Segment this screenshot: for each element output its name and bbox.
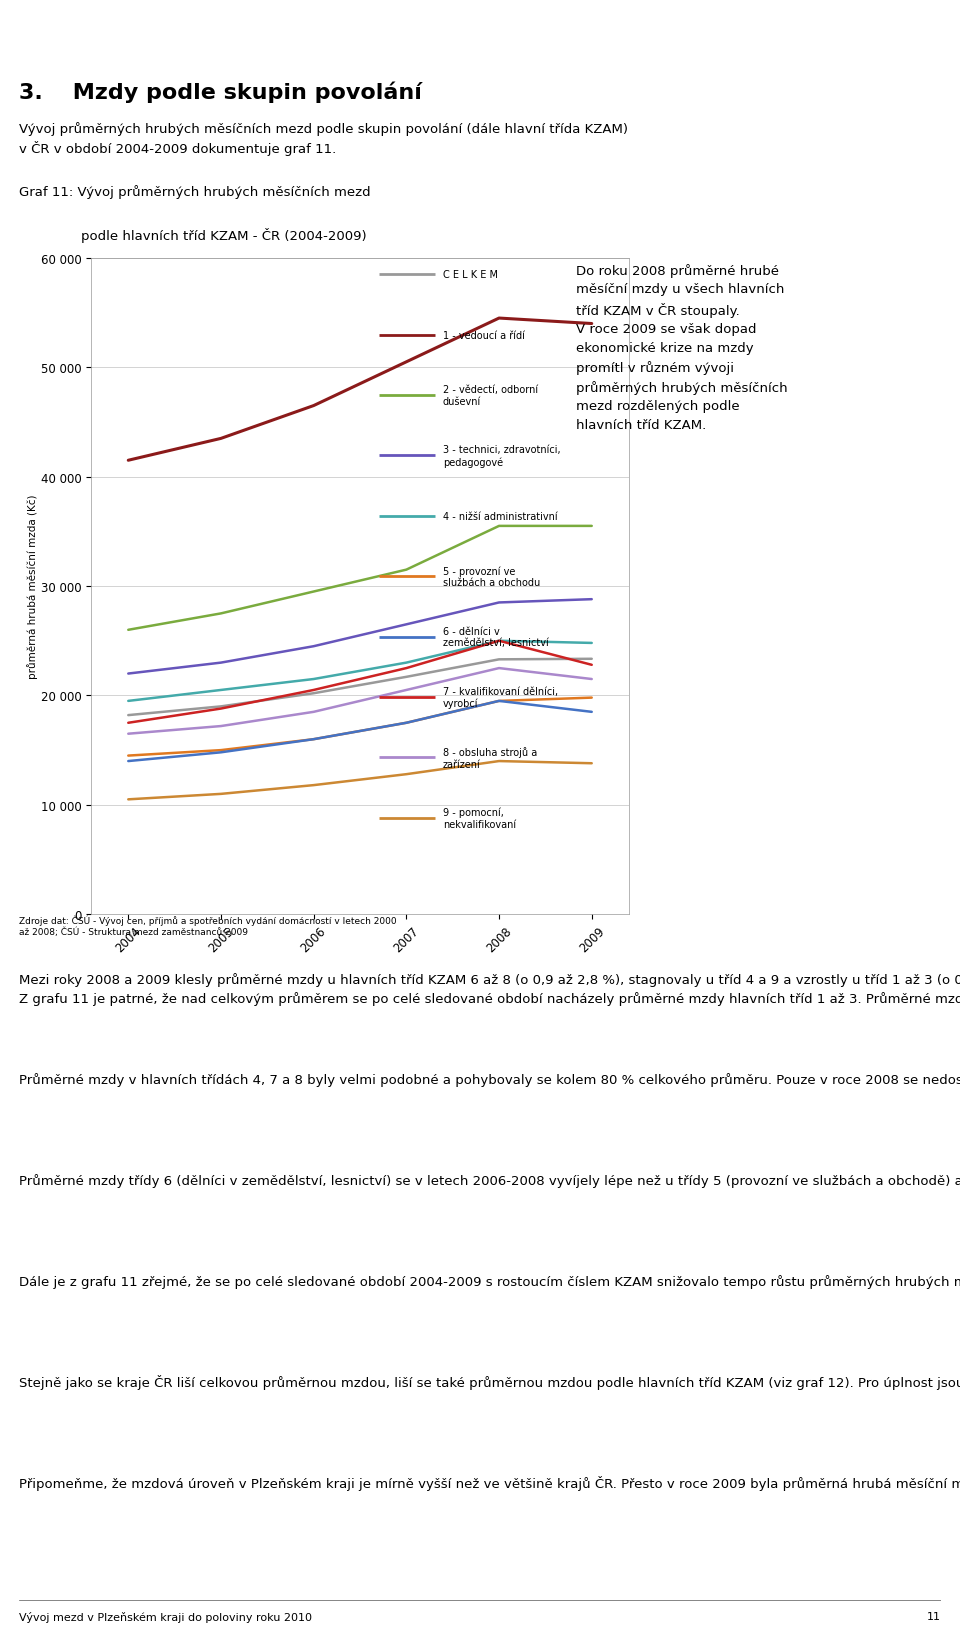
Text: SPRÁVNÁ VOLBA - podpora kariérového poradenství na školách v Plzeňském kraji: SPRÁVNÁ VOLBA - podpora kariérového pora… — [10, 23, 490, 36]
Text: Dále je z grafu 11 zřejmé, že se po celé sledované období 2004-2009 s rostoucím : Dále je z grafu 11 zřejmé, že se po celé… — [19, 1274, 960, 1287]
Text: podle hlavních tříd KZAM - ČR (2004-2009): podle hlavních tříd KZAM - ČR (2004-2009… — [82, 227, 367, 242]
Text: 3 - technici, zdravotníci,
pedagogové: 3 - technici, zdravotníci, pedagogové — [443, 445, 561, 468]
Text: Mezi roky 2008 a 2009 klesly průměrné mzdy u hlavních tříd KZAM 6 až 8 (o 0,9 až: Mezi roky 2008 a 2009 klesly průměrné mz… — [19, 972, 960, 1005]
Text: 4 - nižší administrativní: 4 - nižší administrativní — [443, 511, 558, 521]
Text: C E L K E M: C E L K E M — [443, 270, 498, 280]
Text: 5 - provozní ve
službách a obchodu: 5 - provozní ve službách a obchodu — [443, 565, 540, 588]
Text: 9 - pomocní,
nekvalifikovaní: 9 - pomocní, nekvalifikovaní — [443, 808, 516, 829]
Text: Stejně jako se kraje ČR liší celkovou průměrnou mzdou, liší se také průměrnou mz: Stejně jako se kraje ČR liší celkovou pr… — [19, 1374, 960, 1389]
Text: 2 - vědectí, odborní
duševní: 2 - vědectí, odborní duševní — [443, 386, 538, 407]
Text: Vývoj průměrných hrubých měsíčních mezd podle skupin povolání (dále hlavní třída: Vývoj průměrných hrubých měsíčních mezd … — [19, 122, 628, 155]
Text: 11: 11 — [926, 1612, 941, 1622]
Text: Do roku 2008 průměrné hrubé
měsíční mzdy u všech hlavních
tříd KZAM v ČR stoupal: Do roku 2008 průměrné hrubé měsíční mzdy… — [576, 264, 787, 432]
Text: Připomeňme, že mzdová úroveň v Plzeňském kraji je mírně vyšší než ve většině kra: Připomeňme, že mzdová úroveň v Plzeňském… — [19, 1475, 960, 1490]
Text: Zdroje dat: ČSÚ - Vývoj cen, příjmů a spotřebních vydání domácností v letech 200: Zdroje dat: ČSÚ - Vývoj cen, příjmů a sp… — [19, 915, 396, 936]
Text: 3.  Mzdy podle skupin povolání: 3. Mzdy podle skupin povolání — [19, 81, 422, 104]
Text: Průměrné mzdy v hlavních třídách 4, 7 a 8 byly velmi podobné a pohybovaly se kol: Průměrné mzdy v hlavních třídách 4, 7 a … — [19, 1073, 960, 1086]
Y-axis label: průměrná hrubá měsíční mzda (Kč): průměrná hrubá měsíční mzda (Kč) — [27, 494, 38, 679]
Text: 8 - obsluha strojů a
zařízení: 8 - obsluha strojů a zařízení — [443, 747, 537, 770]
Text: Graf 11: Vývoj průměrných hrubých měsíčních mezd: Graf 11: Vývoj průměrných hrubých měsíčn… — [19, 185, 371, 198]
Text: Průměrné mzdy třídy 6 (dělníci v zemědělství, lesnictví) se v letech 2006-2008 v: Průměrné mzdy třídy 6 (dělníci v zeměděl… — [19, 1173, 960, 1187]
Text: 6 - dělníci v
zemědělství, lesnictví: 6 - dělníci v zemědělství, lesnictví — [443, 626, 548, 648]
Text: 7 - kvalifikovaní dělníci,
vyrobcí: 7 - kvalifikovaní dělníci, vyrobcí — [443, 687, 558, 709]
Text: 1 - vedoucí a řídí: 1 - vedoucí a řídí — [443, 331, 525, 341]
Text: Vývoj mezd v Plzeňském kraji do poloviny roku 2010: Vývoj mezd v Plzeňském kraji do poloviny… — [19, 1610, 312, 1622]
